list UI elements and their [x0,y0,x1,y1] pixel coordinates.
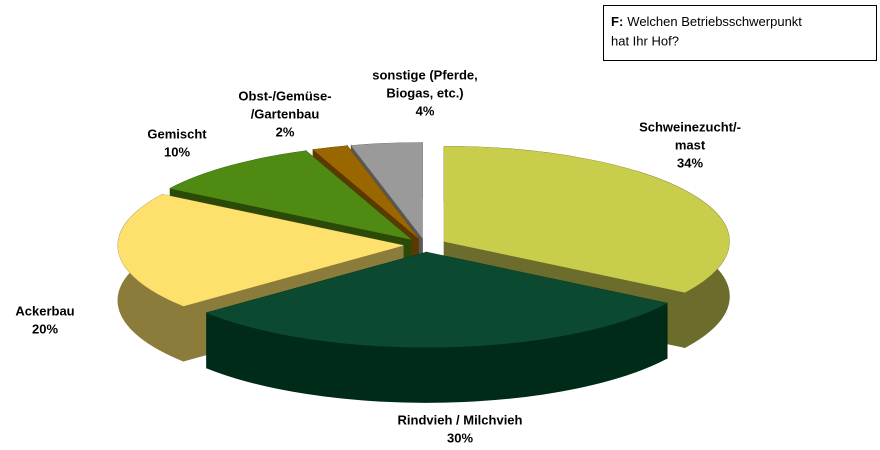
value-label: 34% [677,155,703,170]
value-label: 10% [164,144,190,159]
slice [444,146,730,293]
slice [312,145,419,239]
slice [206,252,668,348]
note-box [603,5,877,61]
note-line: Welchen Betriebsschwerpunkt [627,14,802,29]
slice-label: Biogas, etc.) [386,85,463,100]
slice [117,194,404,307]
slice-label: sonstige (Pferde, [372,67,477,82]
note-line: hat Ihr Hof? [611,33,679,48]
slice-label: Schweinezucht/- [639,119,741,134]
slice [169,150,412,240]
slice [350,142,423,239]
slice-label: Gemischt [147,126,207,141]
note: F: Welchen Betriebsschwerpunkt [611,14,802,29]
value-label: 30% [447,430,473,445]
slice-label: Rindvieh / Milchvieh [398,412,523,427]
slice [206,251,668,403]
slice-label: Ackerbau [15,303,74,318]
value-label: 4% [416,103,435,118]
slice-label: mast [675,137,706,152]
value-label: 20% [32,321,58,336]
note-label: F: [611,14,623,29]
value-label: 2% [276,124,295,139]
slice-label: Obst-/Gemüse- [238,88,331,103]
slice-label: /Gartenbau [251,106,320,121]
